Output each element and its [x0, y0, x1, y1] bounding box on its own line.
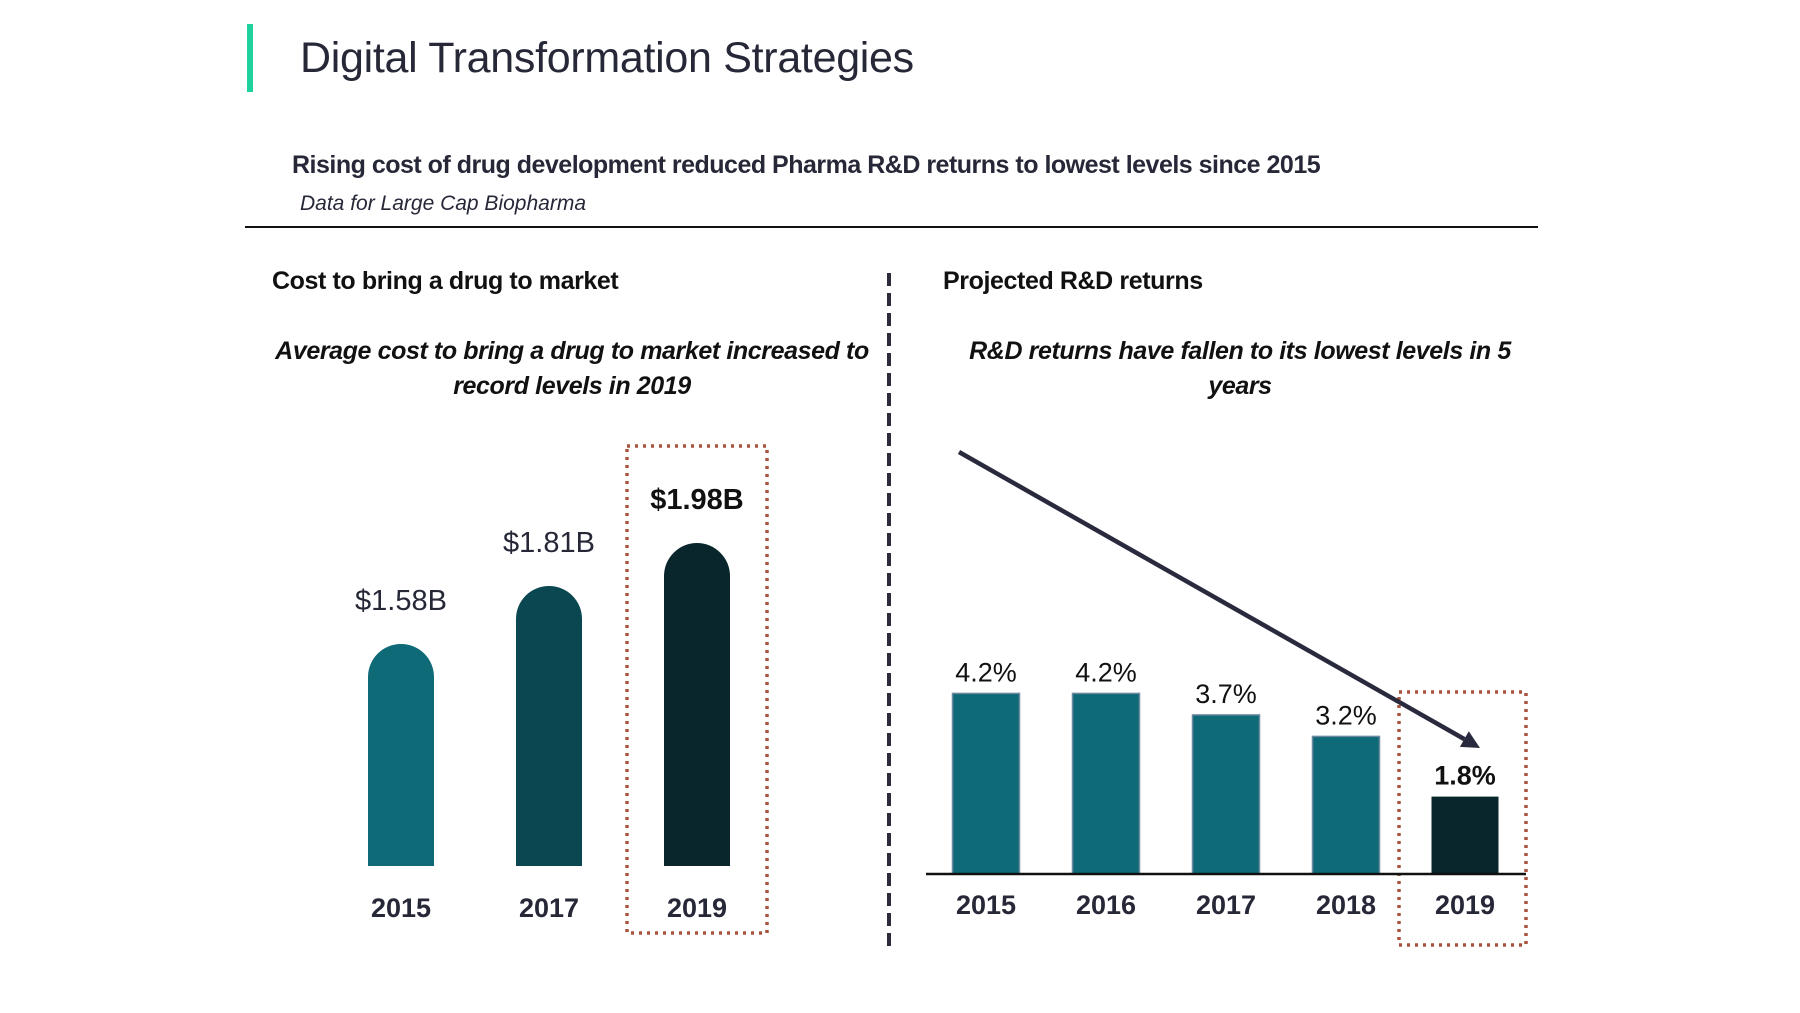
page-title: Digital Transformation Strategies — [300, 34, 914, 82]
column-divider — [887, 273, 891, 951]
cost-chart: $1.58B 2015 $1.81B 2017 $1.98B 2019 — [355, 444, 769, 935]
bar-2016 — [1071, 692, 1141, 875]
value-label-2017: 3.7% — [1195, 679, 1257, 709]
data-source-note: Data for Large Cap Biopharma — [300, 192, 586, 215]
right-chart-title: Projected R&D returns — [943, 267, 1203, 295]
bar-2019 — [664, 543, 730, 866]
returns-chart: 4.2% 2015 4.2% 2016 3.7% 2017 3.2% 2018 1.8% 2019 — [926, 450, 1528, 947]
value-label-2015: 4.2% — [955, 657, 1017, 687]
bar-2017 — [516, 585, 582, 866]
header-divider — [245, 226, 1538, 228]
slide-subtitle: Rising cost of drug development reduced … — [292, 151, 1321, 179]
x-tick-label-2017: 2017 — [519, 893, 579, 923]
left-chart-caption: Average cost to bring a drug to market i… — [275, 337, 869, 400]
x-tick-label-2019: 2019 — [667, 893, 727, 923]
bar-2015 — [951, 692, 1021, 875]
x-tick-label-2019: 2019 — [1435, 890, 1495, 920]
highlight-box-2019 — [625, 444, 769, 935]
value-label-2019: 1.8% — [1434, 761, 1496, 791]
value-label-2018: 3.2% — [1315, 700, 1377, 730]
value-label-2019: $1.98B — [650, 484, 744, 516]
x-tick-label-2017: 2017 — [1196, 890, 1256, 920]
left-chart-title: Cost to bring a drug to market — [272, 267, 619, 295]
bar-2015 — [368, 643, 434, 866]
right-chart-caption: R&D returns have fallen to its lowest le… — [969, 337, 1511, 400]
value-label-2017: $1.81B — [503, 527, 595, 559]
x-tick-label-2015: 2015 — [371, 893, 431, 923]
trend-arrow-line — [957, 450, 1466, 742]
value-label-2015: $1.58B — [355, 585, 447, 617]
trend-arrowhead-icon — [1459, 731, 1480, 748]
x-tick-label-2015: 2015 — [956, 890, 1016, 920]
bar-2018 — [1311, 735, 1381, 875]
bar-2017 — [1191, 714, 1261, 875]
x-tick-label-2018: 2018 — [1316, 890, 1376, 920]
value-label-2016: 4.2% — [1075, 657, 1137, 687]
bar-2019 — [1431, 796, 1499, 874]
title-accent-bar — [247, 24, 253, 92]
x-tick-label-2016: 2016 — [1076, 890, 1136, 920]
highlight-box-2019 — [1397, 690, 1528, 947]
